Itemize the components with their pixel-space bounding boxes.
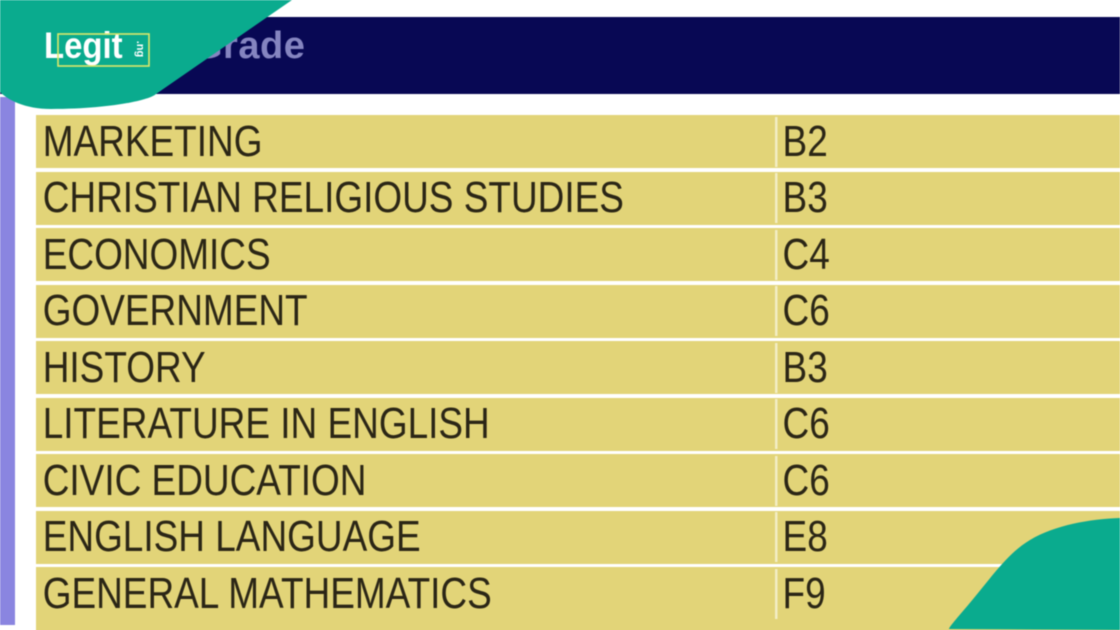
svg-text:.ng: .ng — [134, 41, 146, 58]
svg-text:Legit: Legit — [44, 26, 123, 66]
